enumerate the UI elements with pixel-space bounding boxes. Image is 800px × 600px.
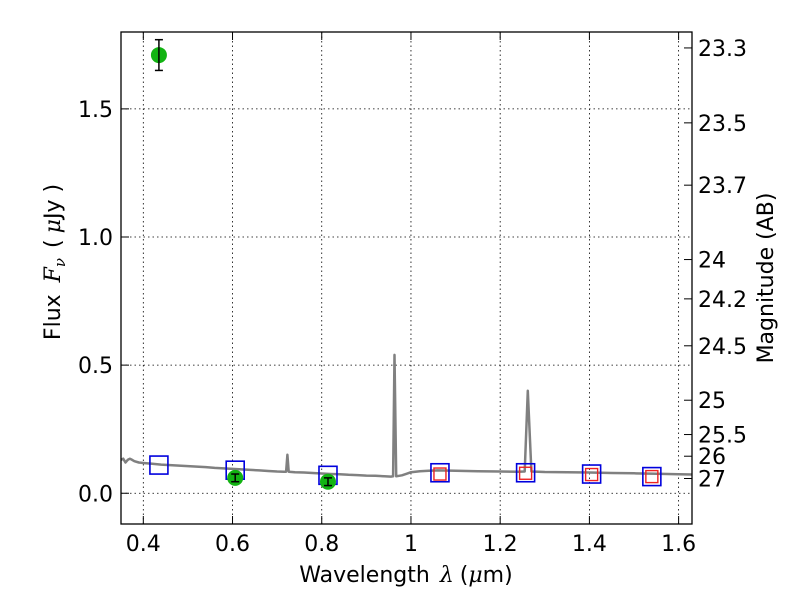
y-tick-label: 1.5 (78, 98, 113, 123)
y-tick-label: 1.0 (78, 226, 113, 251)
y2-tick-label: 24 (698, 249, 726, 274)
model-point-red (433, 467, 447, 481)
x-tick-label: 1.6 (661, 532, 696, 557)
axis-ticks: 0.4 0.6 0.8 1 1.2 1.4 1.6 0.0 0.5 1.0 1.5 23.3 23.5 2… (78, 32, 747, 557)
y2-tick-label: 25.5 (698, 424, 747, 449)
y2-tick-label: 26 (698, 445, 726, 470)
x-tick-label: 1 (404, 532, 418, 557)
y2-tick-label: 23.3 (698, 37, 747, 62)
model-point-blue (642, 466, 662, 487)
y2-tick-label: 27 (698, 468, 726, 493)
grid (121, 32, 692, 524)
y-tick-label: 0.5 (78, 354, 113, 379)
y2-tick-label: 24.5 (698, 335, 747, 360)
x-tick-label: 0.6 (215, 532, 250, 557)
x-tick-label: 1.2 (483, 532, 518, 557)
x-tick-label: 0.8 (304, 532, 339, 557)
y2-axis-label: Magnitude (AB) (754, 193, 779, 364)
photometry-series (149, 38, 662, 490)
model-point-red (645, 469, 659, 484)
spectrum-series (120, 353, 693, 478)
model-point-blue (430, 462, 450, 483)
spectrum-line (120, 353, 693, 478)
y2-tick-label: 24.2 (698, 288, 747, 313)
y-tick-label: 0.0 (78, 482, 113, 507)
model-point-blue (515, 462, 536, 483)
y-axis-label: FluxFν(μJy ) (41, 184, 69, 340)
plot-frame (120, 31, 693, 525)
x-axis-label: Wavelength λ (μm) (299, 563, 512, 588)
y2-tick-label: 23.5 (698, 112, 747, 137)
model-point-red (518, 466, 533, 480)
model-point-blue (149, 455, 169, 475)
model-point-red (584, 467, 599, 482)
y2-tick-label: 23.7 (698, 174, 747, 199)
x-tick-label: 0.4 (126, 532, 161, 557)
x-tick-label: 1.4 (572, 532, 607, 557)
y2-tick-label: 25 (698, 389, 726, 414)
model-point-blue (581, 464, 602, 484)
